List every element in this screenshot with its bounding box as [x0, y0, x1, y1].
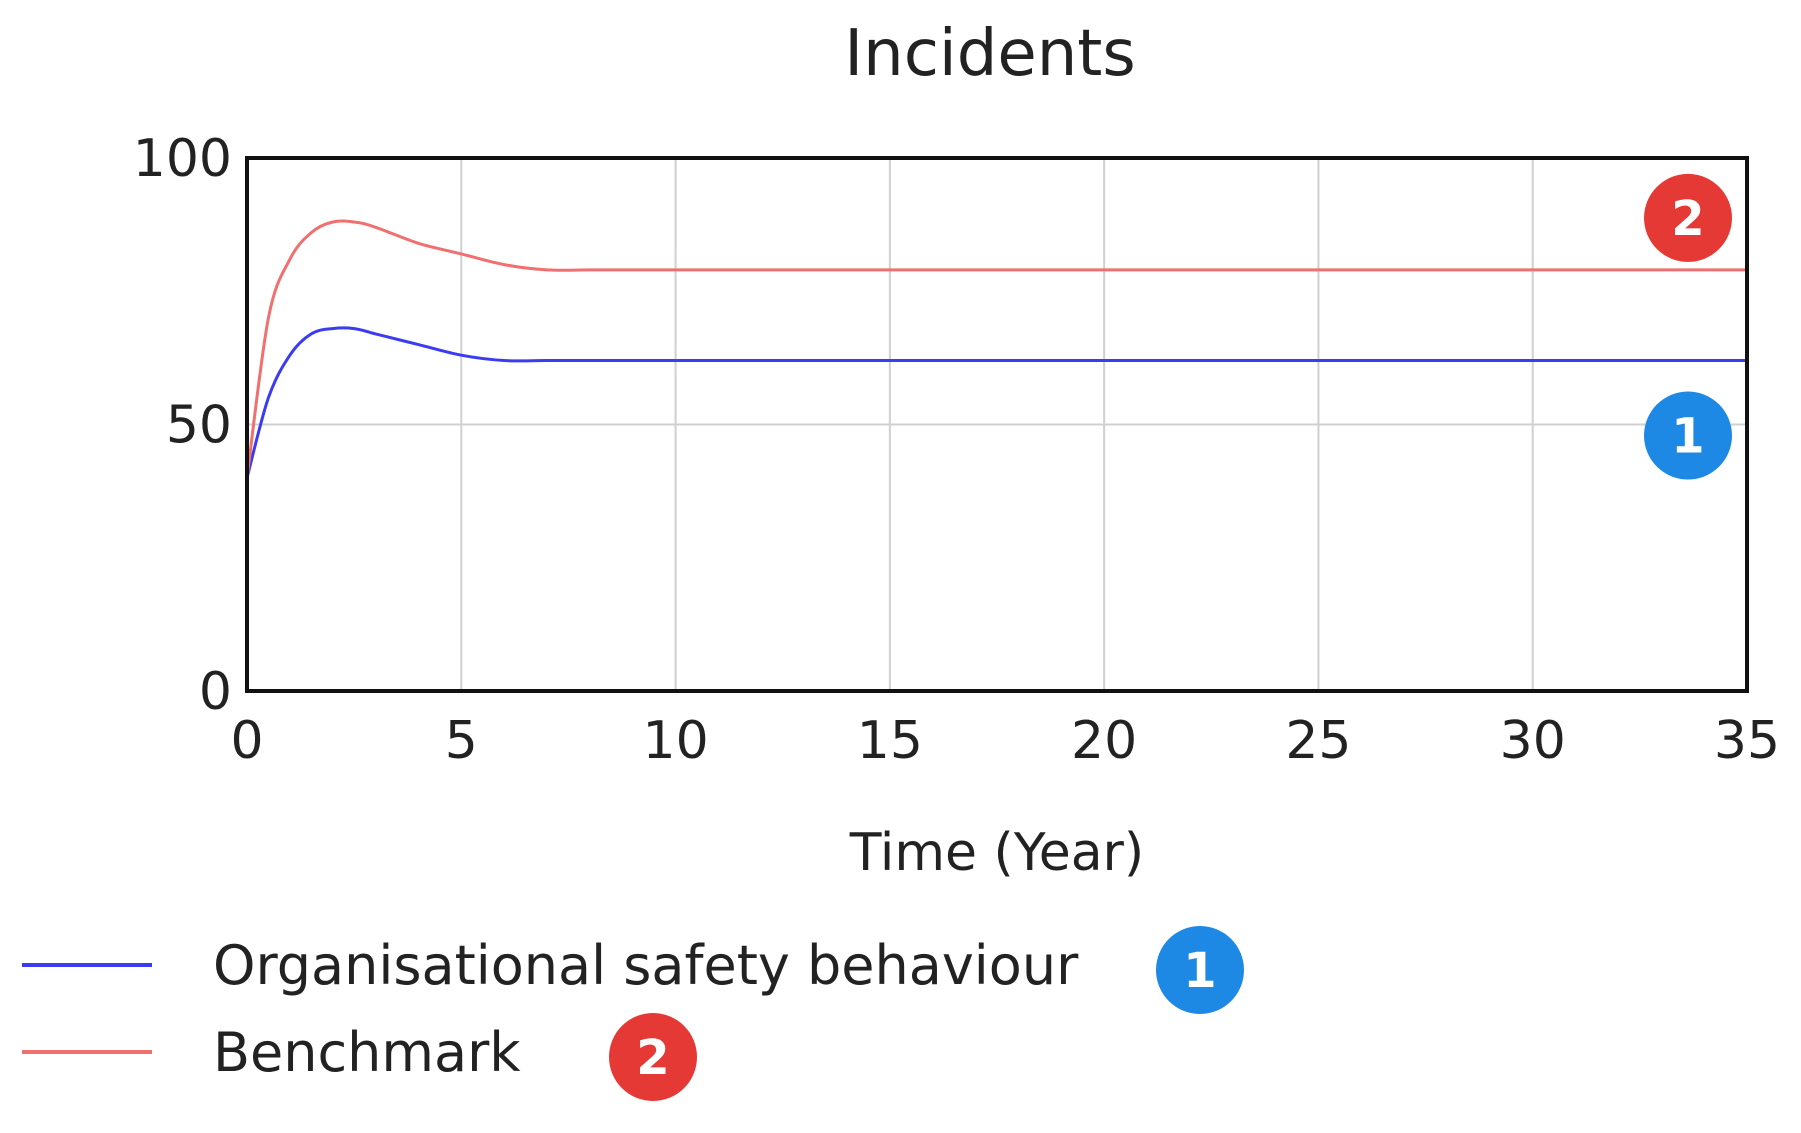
series-badge-1: 1: [1644, 391, 1732, 480]
y-tick-label: 50: [166, 396, 232, 456]
series-line-1: [245, 326, 1747, 479]
plot-frame: [245, 156, 1749, 693]
legend: Organisational safety behaviour 1 Benchmar…: [22, 926, 1244, 1101]
legend-label-2: Benchmark: [213, 1021, 521, 1084]
series-badge-1-circle: [1644, 391, 1732, 480]
legend-badge-text: 1: [1183, 943, 1216, 999]
x-tick-label: 30: [1500, 711, 1566, 771]
legend-badge-circle: [1156, 926, 1244, 1014]
x-tick-label: 20: [1071, 711, 1137, 771]
series-badge-2-text: 2: [1671, 191, 1704, 247]
series-lines: [245, 219, 1747, 479]
tick-labels: 0 5 10 15 20 25 30 35 0 50 100: [133, 129, 1780, 771]
x-axis-label: Time (Year): [849, 823, 1144, 883]
legend-badge-circle: [609, 1013, 697, 1101]
x-tick-label: 5: [445, 711, 478, 771]
legend-badge-text: 2: [636, 1030, 669, 1086]
series-badges: 12: [1644, 173, 1732, 480]
series-badge-1-text: 1: [1671, 409, 1704, 465]
x-tick-label: 35: [1714, 711, 1780, 771]
legend-label-1: Organisational safety behaviour: [213, 934, 1079, 997]
x-tick-label: 10: [642, 711, 708, 771]
series-line-2: [245, 219, 1747, 479]
x-tick-label: 15: [857, 711, 923, 771]
y-tick-label: 100: [133, 129, 232, 189]
series-badge-2: 2: [1644, 173, 1732, 262]
grid: [246, 157, 1748, 692]
x-tick-label: 0: [230, 711, 263, 771]
series-badge-2-circle: [1644, 173, 1732, 262]
legend-badge-2: 2: [609, 1013, 697, 1101]
chart-title: Incidents: [844, 17, 1135, 91]
y-tick-label: 0: [199, 662, 232, 722]
x-tick-label: 25: [1285, 711, 1351, 771]
legend-badge-1: 1: [1156, 926, 1244, 1014]
